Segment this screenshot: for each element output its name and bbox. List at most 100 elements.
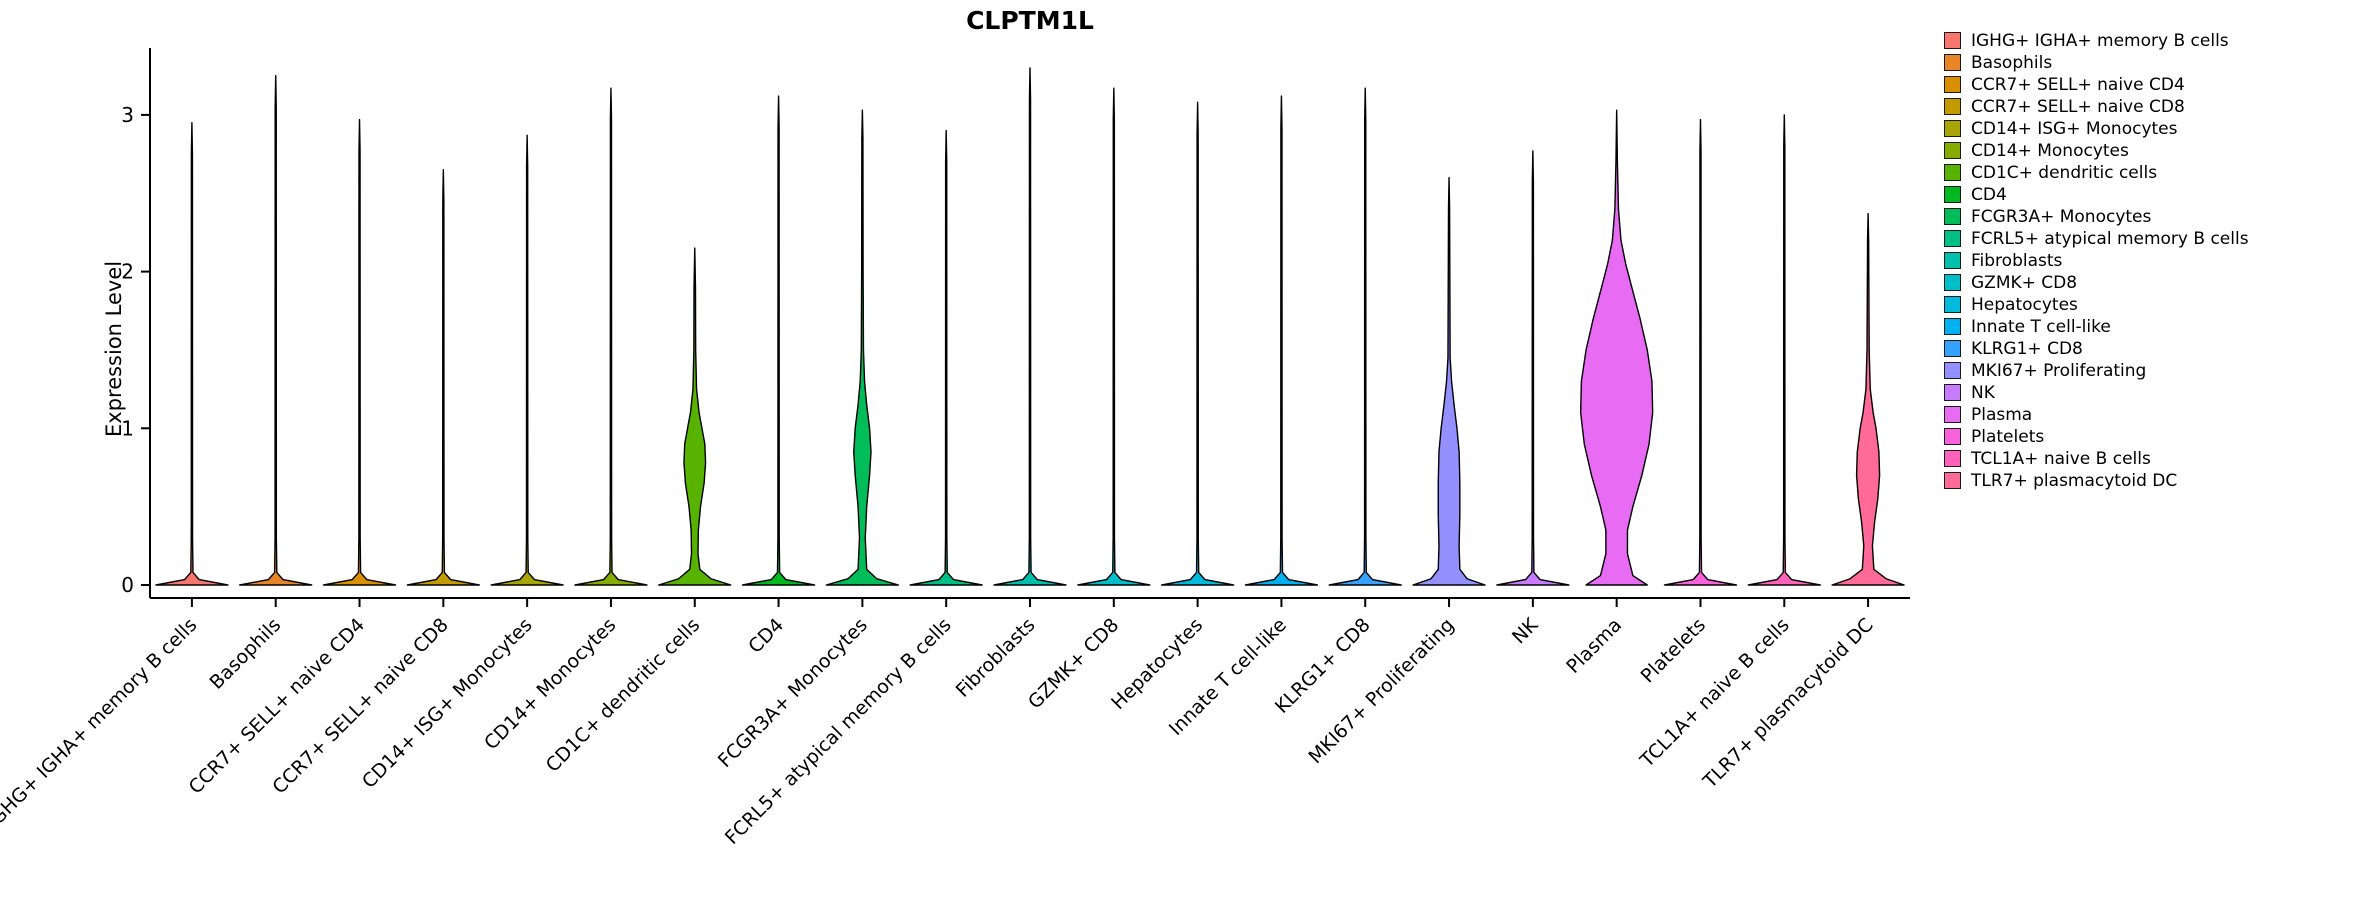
legend-label: KLRG1+ CD8: [1971, 338, 2083, 359]
legend-item: NK: [1944, 382, 2249, 403]
legend-label: Basophils: [1971, 52, 2053, 73]
violin-basophils: [239, 75, 313, 586]
x-tick-label: TLR7+ plasmacytoid DC: [1698, 614, 1877, 793]
legend-swatch: [1944, 340, 1961, 357]
y-tick-label: 2: [121, 260, 134, 284]
chart-title: CLPTM1L: [966, 6, 1094, 35]
legend-swatch: [1944, 120, 1961, 137]
legend-item: KLRG1+ CD8: [1944, 338, 2249, 359]
x-tick-label: MKI67+ Proliferating: [1304, 614, 1458, 768]
legend: IGHG+ IGHA+ memory B cells Basophils CCR7+…: [1944, 30, 2249, 491]
violin-cd14+-monocytes: [574, 87, 648, 586]
legend-label: CCR7+ SELL+ naive CD8: [1971, 96, 2185, 117]
legend-label: NK: [1971, 382, 1995, 403]
violin-cd4: [741, 95, 816, 586]
legend-label: CD14+ Monocytes: [1971, 140, 2129, 161]
x-tick-label: Platelets: [1637, 614, 1710, 687]
x-tick-label: IGHG+ IGHA+ memory B cells: [0, 614, 201, 833]
violin-hepatocytes: [1160, 101, 1235, 586]
legend-swatch: [1944, 98, 1961, 115]
legend-label: MKI67+ Proliferating: [1971, 360, 2147, 381]
violin-mki67+-proliferating: [1412, 176, 1486, 586]
violin-plasma: [1579, 109, 1654, 586]
legend-swatch: [1944, 76, 1961, 93]
legend-item: CCR7+ SELL+ naive CD4: [1944, 74, 2249, 95]
x-tick-label: Basophils: [206, 614, 286, 694]
violin-cd1c+-dendritic-cells: [658, 247, 732, 586]
legend-label: CD4: [1971, 184, 2007, 205]
violin-innate-t-cell-like: [1244, 95, 1319, 586]
legend-swatch: [1944, 142, 1961, 159]
legend-item: Plasma: [1944, 404, 2249, 425]
legend-swatch: [1944, 406, 1961, 423]
legend-item: CD4: [1944, 184, 2249, 205]
violin-tlr7+-plasmacytoid-dc: [1831, 212, 1905, 586]
legend-label: Plasma: [1971, 404, 2033, 425]
violin-tcl1a+-naive-b-cells: [1747, 114, 1821, 586]
x-tick-label: Plasma: [1562, 614, 1626, 678]
legend-swatch: [1944, 472, 1961, 489]
violin-gzmk+-cd8: [1077, 87, 1151, 586]
x-tick-label: CD1C+ dendritic cells: [542, 614, 705, 777]
violin-nk: [1496, 150, 1570, 586]
legend-item: TLR7+ plasmacytoid DC: [1944, 470, 2249, 491]
legend-swatch: [1944, 450, 1961, 467]
legend-label: CCR7+ SELL+ naive CD4: [1971, 74, 2185, 95]
legend-label: Platelets: [1971, 426, 2045, 447]
x-tick-label: FCGR3A+ Monocytes: [714, 614, 872, 772]
violin-fcgr3a+-monocytes: [825, 109, 900, 586]
violin-ccr7+-sell+-naive-cd8: [406, 169, 481, 586]
x-tick-label: Fibroblasts: [952, 614, 1040, 702]
y-tick-label: 0: [121, 573, 134, 597]
legend-swatch: [1944, 230, 1961, 247]
legend-label: CD14+ ISG+ Monocytes: [1971, 118, 2178, 139]
legend-label: Hepatocytes: [1971, 294, 2078, 315]
y-tick-label: 1: [121, 416, 134, 440]
y-tick-label: 3: [121, 103, 134, 127]
x-tick-label: CCR7+ SELL+ naive CD8: [268, 614, 452, 798]
legend-item: TCL1A+ naive B cells: [1944, 448, 2249, 469]
legend-label: FCRL5+ atypical memory B cells: [1971, 228, 2249, 249]
violin-ccr7+-sell+-naive-cd4: [322, 118, 397, 586]
x-tick-label: NK: [1508, 614, 1543, 649]
legend-swatch: [1944, 274, 1961, 291]
legend-item: CD1C+ dendritic cells: [1944, 162, 2249, 183]
legend-item: CCR7+ SELL+ naive CD8: [1944, 96, 2249, 117]
legend-label: TCL1A+ naive B cells: [1971, 448, 2151, 469]
legend-label: FCGR3A+ Monocytes: [1971, 206, 2152, 227]
legend-item: Platelets: [1944, 426, 2249, 447]
legend-label: TLR7+ plasmacytoid DC: [1971, 470, 2178, 491]
legend-swatch: [1944, 252, 1961, 269]
legend-label: IGHG+ IGHA+ memory B cells: [1971, 30, 2229, 51]
violin-fcrl5+-atypical-memory-b-cells: [909, 129, 983, 586]
legend-item: CD14+ ISG+ Monocytes: [1944, 118, 2249, 139]
x-tick-label: CCR7+ SELL+ naive CD4: [185, 614, 369, 798]
legend-item: Basophils: [1944, 52, 2249, 73]
x-tick-label: CD4: [744, 614, 788, 658]
legend-label: GZMK+ CD8: [1971, 272, 2078, 293]
legend-swatch: [1944, 32, 1961, 49]
legend-swatch: [1944, 186, 1961, 203]
legend-item: Hepatocytes: [1944, 294, 2249, 315]
violin-fibroblasts: [993, 67, 1067, 586]
violin-ighg+-igha+-memory-b-cells: [155, 122, 229, 586]
legend-item: FCGR3A+ Monocytes: [1944, 206, 2249, 227]
x-tick-label: TCL1A+ naive B cells: [1635, 614, 1793, 772]
violin-cd14+-isg+-monocytes: [490, 134, 564, 586]
legend-swatch: [1944, 54, 1961, 71]
legend-label: CD1C+ dendritic cells: [1971, 162, 2158, 183]
legend-swatch: [1944, 296, 1961, 313]
legend-item: Fibroblasts: [1944, 250, 2249, 271]
violin-klrg1+-cd8: [1328, 87, 1402, 586]
legend-item: Innate T cell-like: [1944, 316, 2249, 337]
legend-swatch: [1944, 208, 1961, 225]
legend-swatch: [1944, 164, 1961, 181]
x-tick-label: CD14+ ISG+ Monocytes: [358, 614, 537, 793]
legend-item: MKI67+ Proliferating: [1944, 360, 2249, 381]
legend-swatch: [1944, 384, 1961, 401]
legend-label: Innate T cell-like: [1971, 316, 2111, 337]
legend-item: IGHG+ IGHA+ memory B cells: [1944, 30, 2249, 51]
legend-label: Fibroblasts: [1971, 250, 2063, 271]
